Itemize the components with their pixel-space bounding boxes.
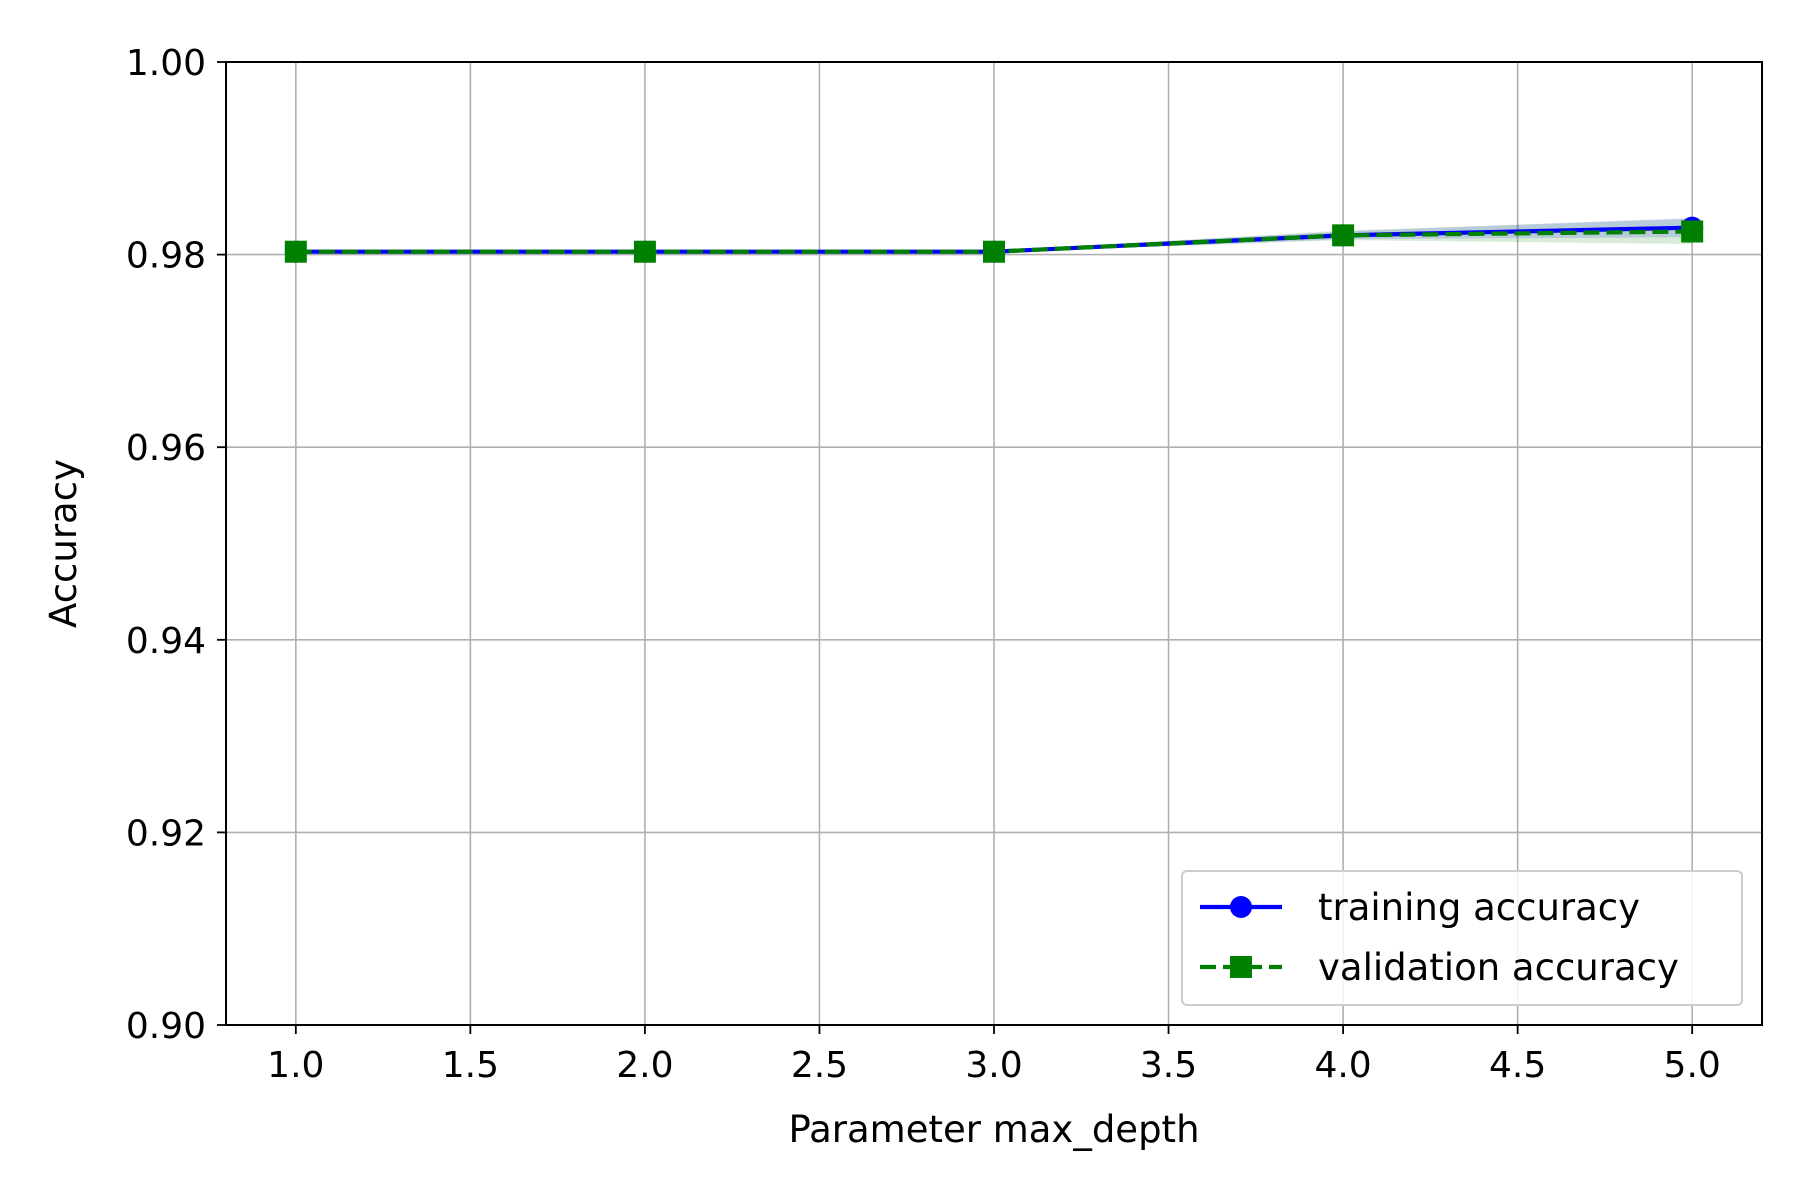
x-tick-label: 1.0 <box>267 1045 324 1086</box>
y-tick-label: 0.90 <box>126 1006 206 1047</box>
y-tick-label: 1.00 <box>126 43 206 84</box>
legend-marker-circle <box>1230 896 1252 918</box>
legend-box <box>1181 870 1743 1006</box>
x-tick-label: 4.0 <box>1314 1045 1371 1086</box>
y-axis-label: Accuracy <box>42 459 85 628</box>
validation-accuracy-point <box>633 240 656 263</box>
y-tick-label: 0.92 <box>126 813 206 854</box>
validation-accuracy-point <box>1681 220 1704 243</box>
validation-accuracy-point <box>1332 224 1355 247</box>
validation-accuracy-point <box>284 240 307 263</box>
y-tick-label: 0.98 <box>126 236 206 277</box>
series-layer <box>284 216 1704 263</box>
legend-marker-square <box>1230 956 1252 978</box>
validation-accuracy-point <box>983 240 1005 263</box>
x-tick-label: 2.5 <box>791 1045 848 1086</box>
x-axis-label: Parameter max_depth <box>788 1108 1199 1151</box>
legend-label-training: training accuracy <box>1318 886 1640 929</box>
legend-label-validation: validation accuracy <box>1318 946 1679 989</box>
x-tick-label: 3.5 <box>1140 1045 1197 1086</box>
y-tick-label: 0.94 <box>126 621 206 662</box>
x-tick-label: 1.5 <box>442 1045 499 1086</box>
tick-layer: 1.0 1.5 2.0 2.5 3.0 3.5 4.0 4.5 5.0 0.90 0.92 0.94 0… <box>126 43 1721 1086</box>
y-tick-label: 0.96 <box>126 428 206 469</box>
x-tick-label: 5.0 <box>1664 1045 1721 1086</box>
x-tick-label: 2.0 <box>616 1045 673 1086</box>
legend: training accuracy validation accuracy <box>1181 870 1743 1006</box>
x-tick-label: 4.5 <box>1489 1045 1546 1086</box>
x-tick-label: 3.0 <box>965 1045 1022 1086</box>
